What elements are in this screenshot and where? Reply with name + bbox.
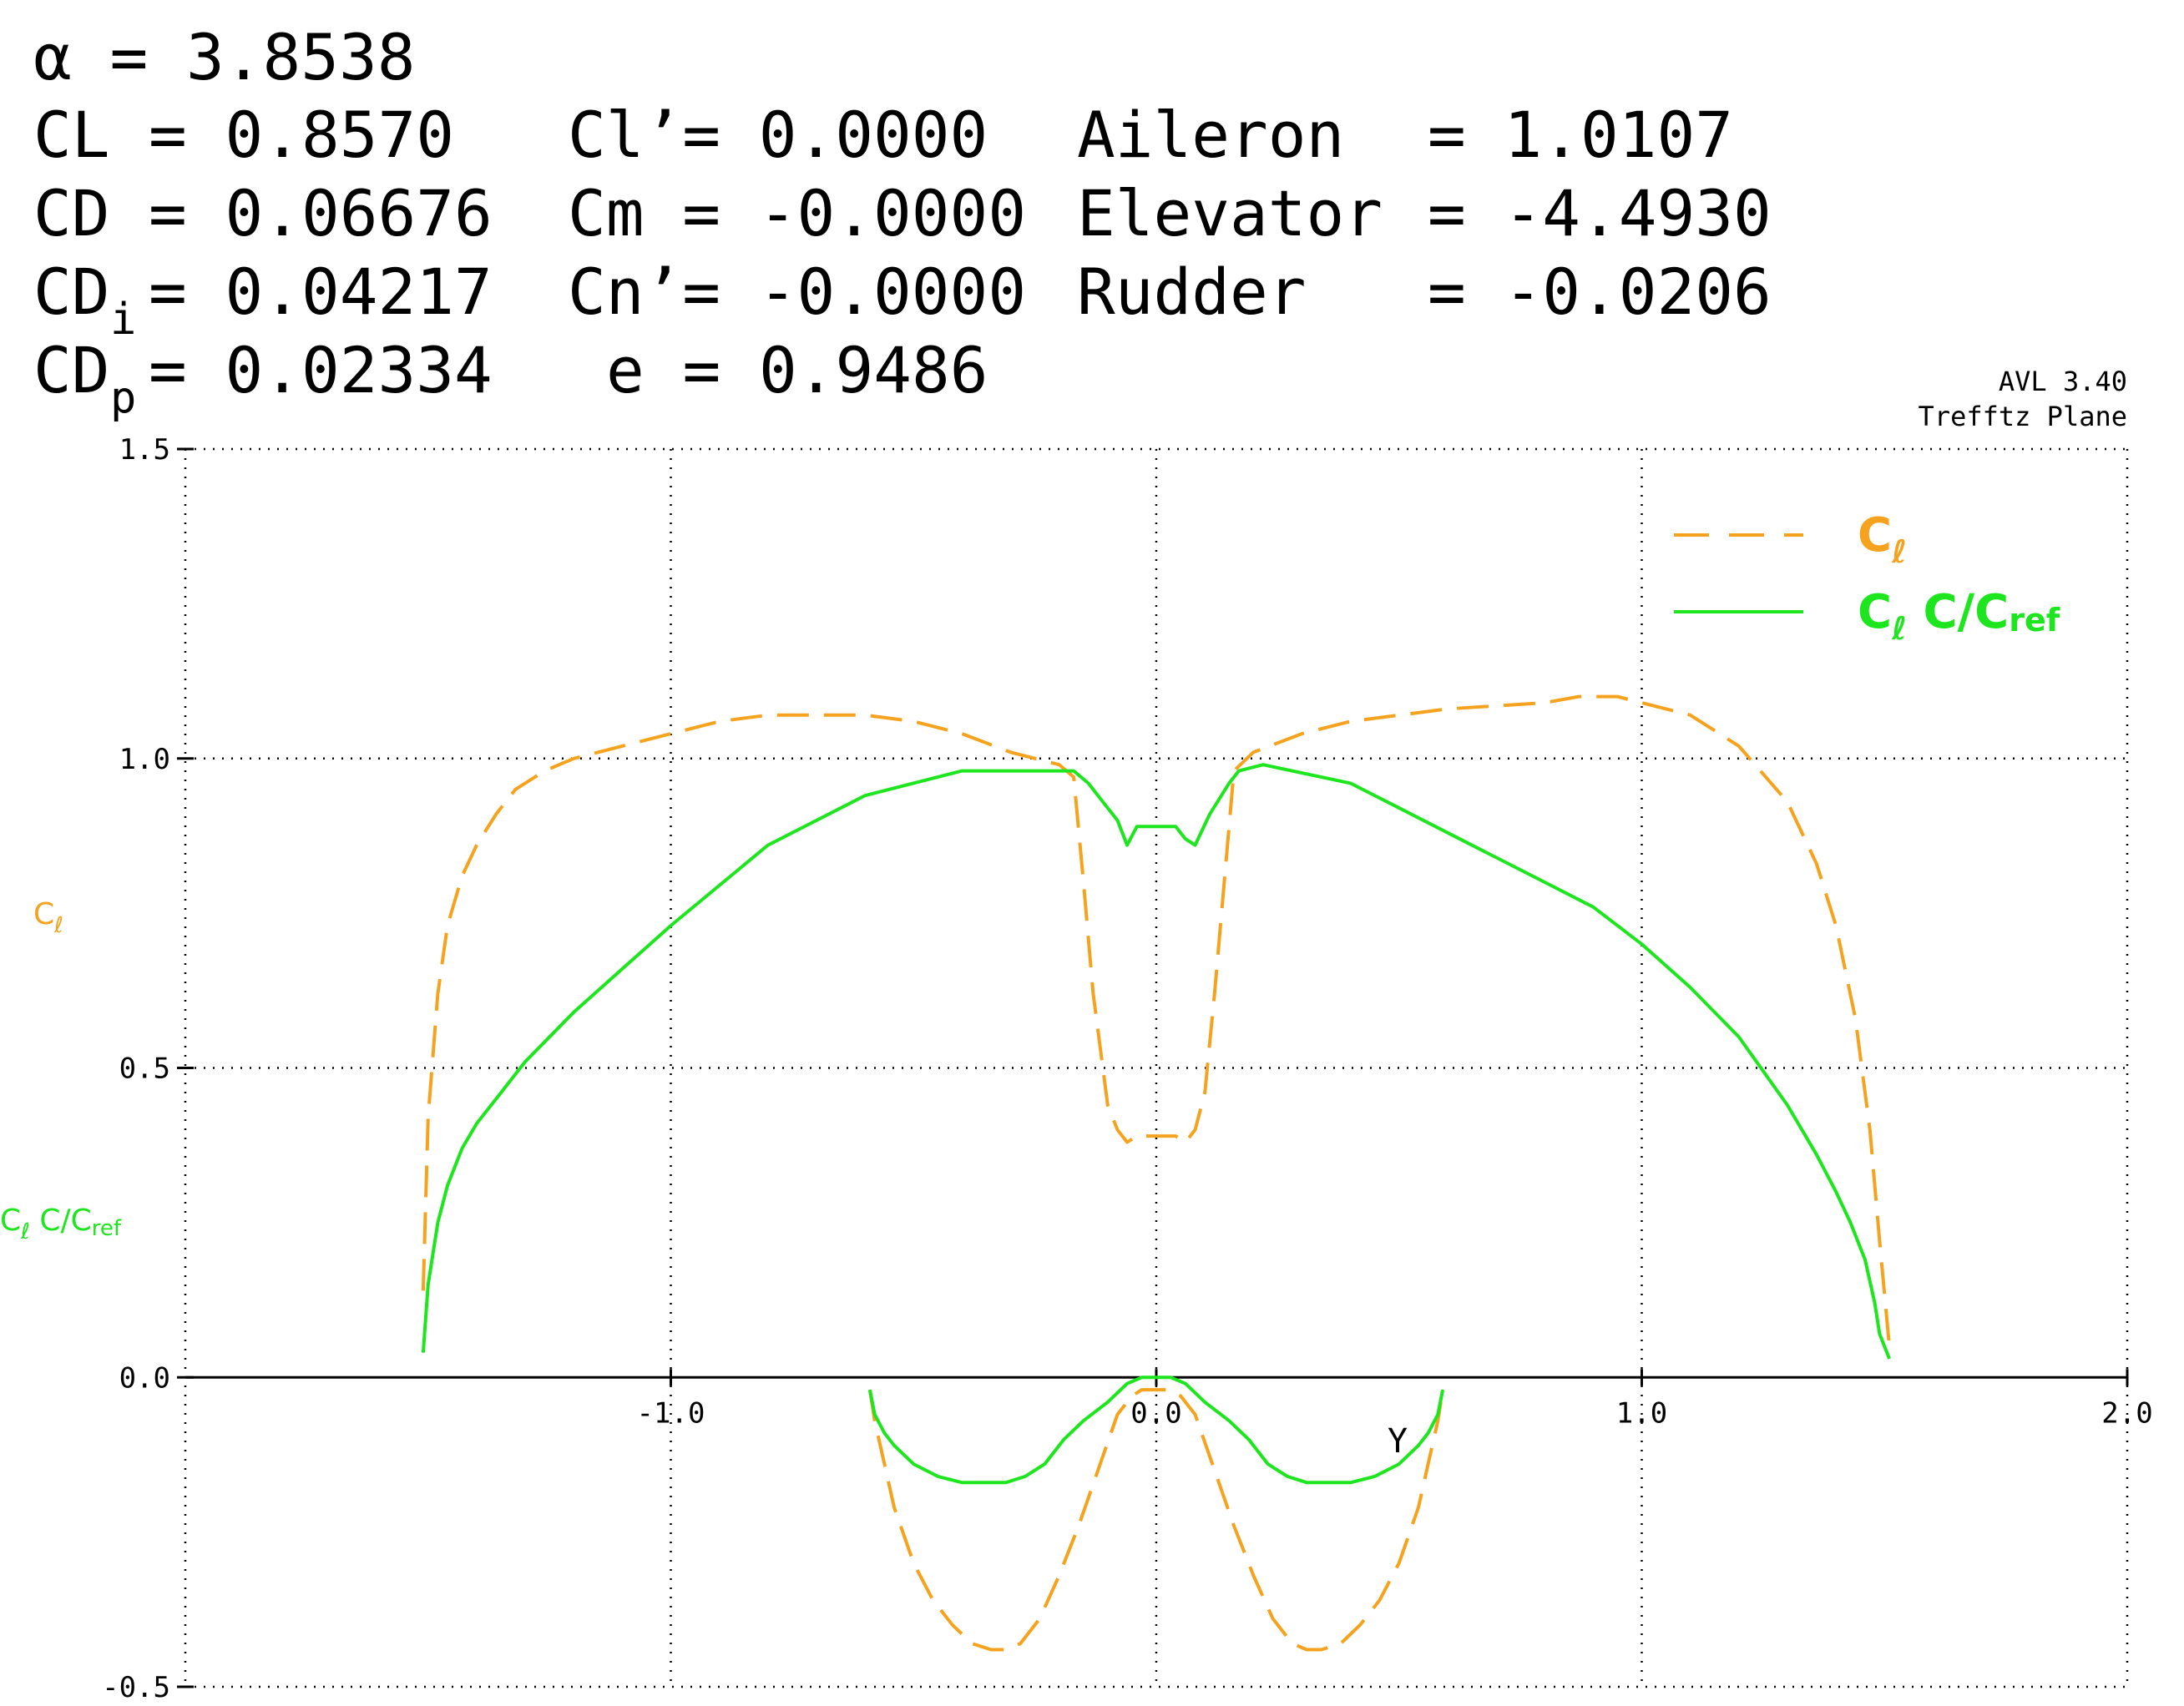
aileron-label: Aileron [1077,98,1344,172]
efficiency-readout: e = 0.9486 [606,333,988,407]
cdi-label: CD [33,255,110,329]
cdp-value: = 0.02334 [149,333,493,407]
y-axis-label-cl: Cℓ [33,897,63,938]
cm-readout: Cm = -0.0000 [568,176,1026,250]
x-tick-label: 0.0 [1130,1396,1181,1430]
axes [177,447,2129,1688]
cdi-subscript: i [110,295,136,345]
data-series [421,694,1892,1652]
view-label: Trefftz Plane [1919,401,2127,432]
x-axis-label: Y [1388,1422,1408,1461]
cdi-value: = 0.04217 [149,255,493,329]
x-tick-label: -1.0 [637,1396,705,1430]
x-tick-label: 2.0 [2101,1396,2152,1430]
legend-entry-cl: Cℓ [1858,508,1907,570]
y-tick-label: -0.5 [102,1671,170,1704]
version-label: AVL 3.40 [1999,366,2127,397]
elevator-value: = -4.4930 [1428,176,1772,250]
alpha-readout: α = 3.8538 [33,20,416,94]
cdp-label: CD [33,333,110,407]
grid-lines [184,447,2129,1688]
y-axis-label-clc: Cℓ C/Cref [0,1204,122,1244]
y-tick-label: 0.0 [119,1361,170,1395]
series-line-clc_tail [867,1375,1445,1485]
x-tick-label: 1.0 [1616,1396,1667,1430]
elevator-label: Elevator [1077,176,1383,250]
cl-label: CL [33,98,110,172]
cl-value: = 0.8570 [149,98,454,172]
cd-label: CD [33,176,110,250]
tick-labels: -0.5 0.0 0.5 1.0 1.5 -1.0 0.0 1.0 2.0 [102,433,2153,1704]
rudder-label: Rudder [1077,255,1307,329]
cl-prime-readout: Cl’= 0.0000 [568,98,988,172]
rudder-value: = -0.0206 [1428,255,1772,329]
series-line-cl_tail [867,1388,1445,1652]
cd-value: = 0.06676 [149,176,493,250]
aileron-value: = 1.0107 [1428,98,1733,172]
legend: Cℓ Cℓ C/Cref [1674,508,2060,647]
y-tick-label: 1.5 [119,433,170,467]
legend-entry-clc: Cℓ C/Cref [1858,585,2060,647]
coefficient-header: α = 3.8538 CL = 0.8570 CD = 0.06676 CD i… [33,20,1772,423]
series-line-cl_wing [421,694,1892,1347]
y-tick-label: 1.0 [119,743,170,776]
cdp-subscript: p [110,373,136,423]
series-line-clc_wing [421,763,1891,1360]
y-tick-label: 0.5 [119,1052,170,1086]
cn-prime-readout: Cn’= -0.0000 [568,255,1026,329]
